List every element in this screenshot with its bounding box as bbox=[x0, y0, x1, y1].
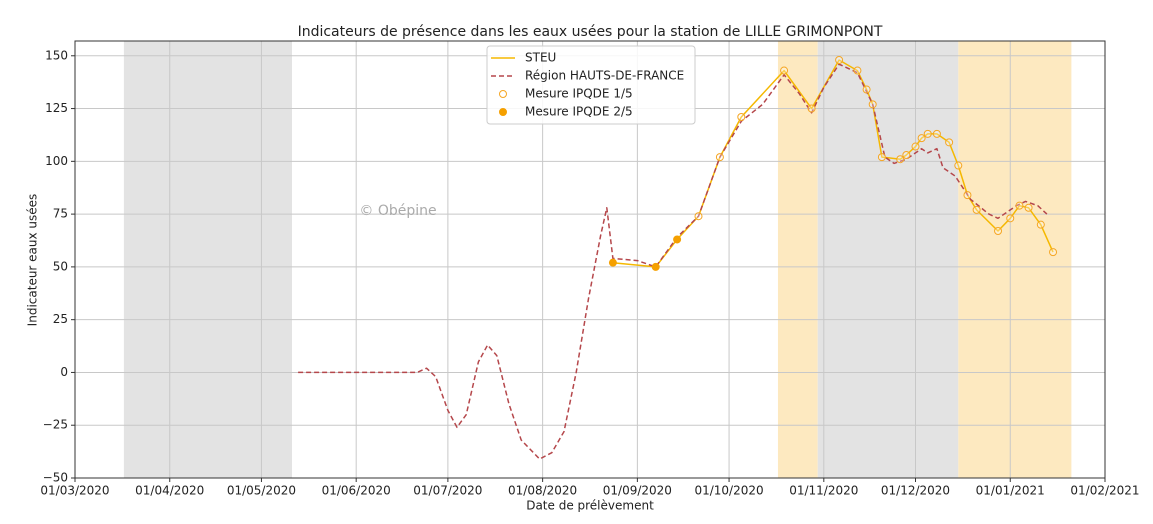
data-point bbox=[673, 235, 682, 244]
data-point bbox=[954, 161, 963, 170]
y-tick-label: 25 bbox=[53, 312, 68, 326]
y-tick-label: 100 bbox=[45, 154, 68, 168]
data-point bbox=[780, 66, 789, 75]
data-point bbox=[853, 66, 862, 75]
data-point bbox=[868, 100, 877, 109]
y-tick-label: 75 bbox=[53, 207, 68, 221]
legend-label: STEU bbox=[525, 51, 556, 65]
legend-marker bbox=[499, 108, 507, 116]
y-axis-label: Indicateur eaux usées bbox=[26, 194, 40, 327]
data-point bbox=[1036, 220, 1045, 229]
x-tick-label: 01/09/2020 bbox=[603, 484, 672, 498]
data-point bbox=[862, 85, 871, 94]
legend-box bbox=[486, 45, 696, 125]
period-band bbox=[123, 41, 293, 478]
data-point bbox=[932, 129, 941, 138]
data-point bbox=[917, 134, 926, 143]
period-band bbox=[777, 41, 818, 478]
x-tick-label: 01/06/2020 bbox=[322, 484, 391, 498]
x-tick-label: 01/01/2021 bbox=[976, 484, 1045, 498]
data-point bbox=[715, 153, 724, 162]
legend-label: Mesure IPQDE 1/5 bbox=[525, 87, 633, 101]
period-band bbox=[958, 41, 1072, 478]
x-axis-label: Date de prélèvement bbox=[526, 499, 654, 513]
x-tick-label: 01/03/2020 bbox=[40, 484, 109, 498]
plot-frame bbox=[74, 40, 1106, 479]
x-tick-label: 01/10/2020 bbox=[694, 484, 763, 498]
data-point bbox=[1024, 203, 1033, 212]
y-tick-label: −50 bbox=[43, 471, 68, 485]
data-point bbox=[1006, 214, 1015, 223]
x-tick-label: 01/05/2020 bbox=[227, 484, 296, 498]
data-point bbox=[902, 151, 911, 159]
data-point bbox=[1049, 248, 1058, 257]
period-band bbox=[817, 41, 959, 478]
series-line bbox=[298, 63, 1048, 460]
data-point bbox=[694, 212, 703, 221]
data-point bbox=[651, 262, 660, 271]
x-tick-label: 01/12/2020 bbox=[881, 484, 950, 498]
chart-title: Indicateurs de présence dans les eaux us… bbox=[298, 24, 883, 40]
data-point bbox=[945, 138, 954, 147]
watermark: © Obépine bbox=[359, 203, 436, 219]
data-point bbox=[877, 153, 886, 162]
y-tick-label: 50 bbox=[53, 259, 68, 273]
data-point bbox=[1015, 201, 1024, 210]
x-tick-label: 01/11/2020 bbox=[789, 484, 858, 498]
data-point bbox=[972, 205, 981, 214]
series-line bbox=[612, 59, 1054, 268]
x-tick-label: 01/02/2021 bbox=[1070, 484, 1139, 498]
data-point bbox=[896, 155, 905, 164]
x-tick-label: 01/04/2020 bbox=[135, 484, 204, 498]
y-tick-label: 0 bbox=[60, 365, 68, 379]
data-point bbox=[963, 191, 972, 200]
data-point bbox=[994, 227, 1003, 235]
legend-label: Région HAUTS-DE-FRANCE bbox=[525, 69, 684, 83]
data-point bbox=[835, 56, 844, 64]
x-tick-label: 01/07/2020 bbox=[413, 484, 482, 498]
legend-marker bbox=[499, 90, 507, 98]
y-tick-label: 150 bbox=[45, 48, 68, 62]
y-tick-label: 125 bbox=[45, 101, 68, 115]
y-tick-label: −25 bbox=[43, 418, 68, 432]
data-point bbox=[911, 142, 920, 151]
legend-label: Mesure IPQDE 2/5 bbox=[525, 105, 633, 119]
data-point bbox=[923, 129, 932, 138]
data-point bbox=[807, 104, 816, 113]
data-point bbox=[737, 113, 746, 121]
data-point bbox=[608, 258, 617, 267]
x-tick-label: 01/08/2020 bbox=[508, 484, 577, 498]
